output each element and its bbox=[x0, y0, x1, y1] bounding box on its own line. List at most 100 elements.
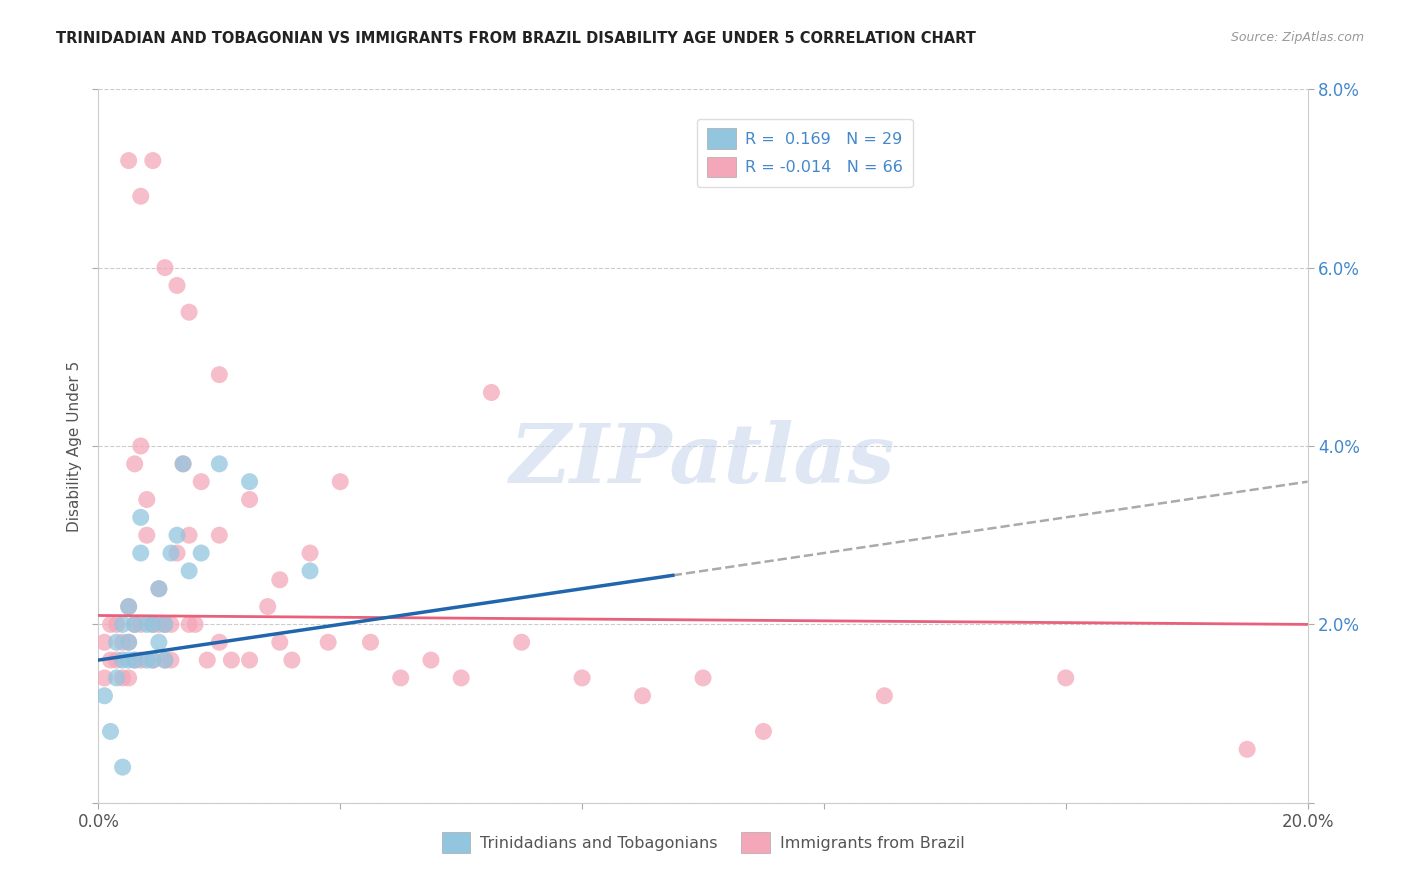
Point bbox=[153, 653, 176, 667]
Point bbox=[239, 475, 262, 489]
Legend: Trinidadians and Tobagonians, Immigrants from Brazil: Trinidadians and Tobagonians, Immigrants… bbox=[436, 826, 970, 859]
Point bbox=[93, 671, 115, 685]
Point bbox=[118, 653, 141, 667]
Point bbox=[105, 617, 128, 632]
Point bbox=[129, 653, 152, 667]
Point bbox=[129, 439, 152, 453]
Point bbox=[124, 617, 146, 632]
Point bbox=[135, 617, 157, 632]
Point bbox=[420, 653, 443, 667]
Point bbox=[299, 546, 322, 560]
Point bbox=[148, 582, 170, 596]
Point bbox=[571, 671, 593, 685]
Point bbox=[105, 635, 128, 649]
Point bbox=[153, 653, 176, 667]
Point bbox=[93, 689, 115, 703]
Point bbox=[281, 653, 304, 667]
Point bbox=[111, 653, 134, 667]
Y-axis label: Disability Age Under 5: Disability Age Under 5 bbox=[66, 360, 82, 532]
Point bbox=[329, 475, 352, 489]
Point bbox=[148, 582, 170, 596]
Point bbox=[118, 671, 141, 685]
Point bbox=[873, 689, 896, 703]
Point bbox=[239, 653, 262, 667]
Point bbox=[269, 573, 291, 587]
Point bbox=[752, 724, 775, 739]
Point bbox=[208, 368, 231, 382]
Point bbox=[239, 492, 262, 507]
Point bbox=[172, 457, 194, 471]
Point bbox=[100, 617, 122, 632]
Point bbox=[129, 189, 152, 203]
Point bbox=[184, 617, 207, 632]
Point bbox=[360, 635, 382, 649]
Point bbox=[166, 528, 188, 542]
Point bbox=[160, 546, 183, 560]
Point bbox=[299, 564, 322, 578]
Point bbox=[190, 475, 212, 489]
Point bbox=[269, 635, 291, 649]
Point bbox=[153, 617, 176, 632]
Point bbox=[256, 599, 278, 614]
Point bbox=[118, 635, 141, 649]
Point bbox=[389, 671, 412, 685]
Point bbox=[118, 635, 141, 649]
Point bbox=[208, 635, 231, 649]
Point bbox=[142, 617, 165, 632]
Point bbox=[160, 653, 183, 667]
Point bbox=[129, 617, 152, 632]
Point bbox=[135, 492, 157, 507]
Text: TRINIDADIAN AND TOBAGONIAN VS IMMIGRANTS FROM BRAZIL DISABILITY AGE UNDER 5 CORR: TRINIDADIAN AND TOBAGONIAN VS IMMIGRANTS… bbox=[56, 31, 976, 46]
Point bbox=[111, 617, 134, 632]
Point bbox=[316, 635, 339, 649]
Point bbox=[111, 635, 134, 649]
Point bbox=[631, 689, 654, 703]
Point bbox=[93, 635, 115, 649]
Point bbox=[195, 653, 218, 667]
Text: Source: ZipAtlas.com: Source: ZipAtlas.com bbox=[1230, 31, 1364, 45]
Point bbox=[148, 617, 170, 632]
Point bbox=[135, 653, 157, 667]
Point bbox=[100, 724, 122, 739]
Point bbox=[129, 510, 152, 524]
Point bbox=[692, 671, 714, 685]
Point bbox=[179, 528, 201, 542]
Point bbox=[190, 546, 212, 560]
Point bbox=[142, 617, 165, 632]
Point bbox=[481, 385, 503, 400]
Point bbox=[208, 528, 231, 542]
Point bbox=[179, 617, 201, 632]
Point bbox=[1236, 742, 1258, 756]
Point bbox=[124, 653, 146, 667]
Point bbox=[124, 617, 146, 632]
Point bbox=[105, 653, 128, 667]
Point bbox=[221, 653, 243, 667]
Point bbox=[105, 671, 128, 685]
Point bbox=[124, 653, 146, 667]
Point bbox=[166, 278, 188, 293]
Point bbox=[142, 653, 165, 667]
Point bbox=[124, 457, 146, 471]
Point bbox=[208, 457, 231, 471]
Point bbox=[450, 671, 472, 685]
Point bbox=[160, 617, 183, 632]
Point bbox=[100, 653, 122, 667]
Point bbox=[142, 653, 165, 667]
Point bbox=[510, 635, 533, 649]
Point bbox=[148, 635, 170, 649]
Text: ZIPatlas: ZIPatlas bbox=[510, 420, 896, 500]
Point bbox=[179, 305, 201, 319]
Point bbox=[118, 153, 141, 168]
Point bbox=[111, 760, 134, 774]
Point bbox=[153, 617, 176, 632]
Point bbox=[129, 546, 152, 560]
Point bbox=[166, 546, 188, 560]
Point bbox=[135, 528, 157, 542]
Point bbox=[172, 457, 194, 471]
Point bbox=[118, 599, 141, 614]
Point bbox=[153, 260, 176, 275]
Point bbox=[179, 564, 201, 578]
Point bbox=[142, 153, 165, 168]
Point bbox=[111, 671, 134, 685]
Point bbox=[118, 599, 141, 614]
